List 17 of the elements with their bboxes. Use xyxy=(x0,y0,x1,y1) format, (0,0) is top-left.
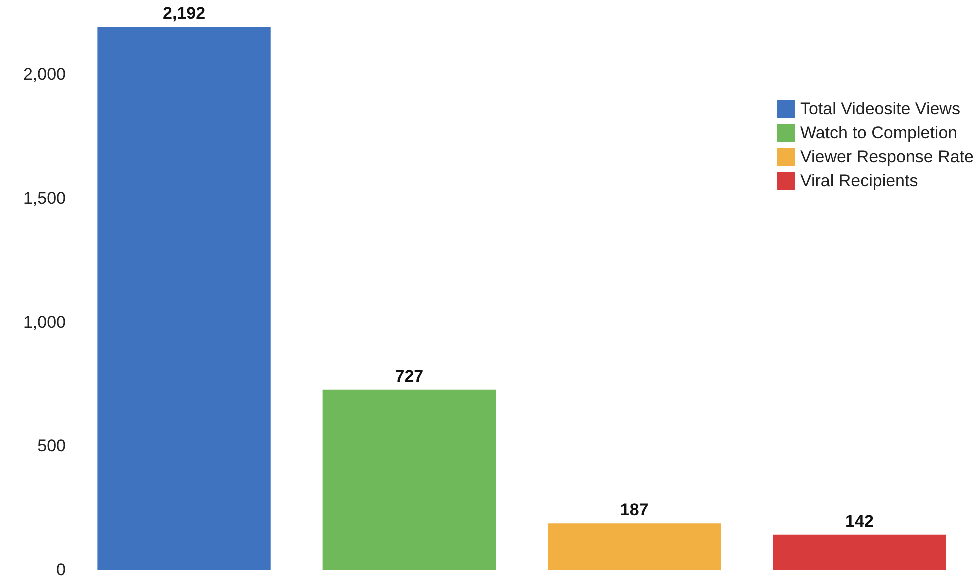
data-label: 142 xyxy=(846,512,874,531)
y-tick-label: 1,500 xyxy=(23,188,66,208)
legend-label: Total Videosite Views xyxy=(800,100,960,118)
bar xyxy=(322,390,496,570)
y-tick-label: 2,000 xyxy=(23,65,66,84)
legend-label: Viral Recipients xyxy=(800,172,918,190)
bar xyxy=(773,534,946,570)
data-label: 187 xyxy=(620,500,649,520)
y-tick-label: 1,000 xyxy=(23,312,66,332)
y-tick-label: 0 xyxy=(56,560,66,580)
y-tick-label: 500 xyxy=(38,436,66,456)
legend-label: Viewer Response Rate xyxy=(800,148,974,166)
bar xyxy=(98,26,271,570)
data-label: 2,192 xyxy=(163,4,206,23)
legend-label: Watch to Completion xyxy=(800,124,958,142)
data-label: 727 xyxy=(395,366,424,386)
bar xyxy=(548,524,722,570)
